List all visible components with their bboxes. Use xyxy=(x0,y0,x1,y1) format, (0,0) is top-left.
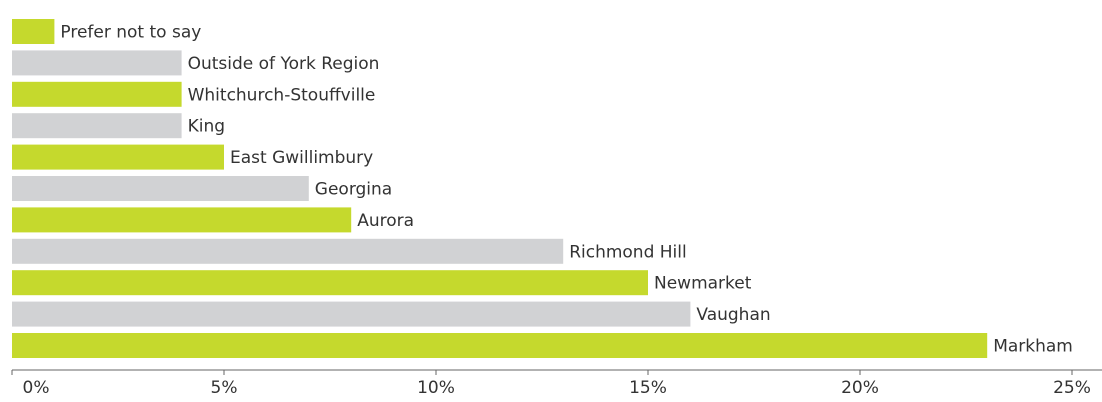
bar xyxy=(12,81,182,107)
bar xyxy=(12,301,691,327)
bar-label: Prefer not to say xyxy=(60,23,201,43)
bar xyxy=(12,270,648,296)
bar xyxy=(12,238,564,264)
bar-label: Georgina xyxy=(315,180,392,200)
bar-label: Richmond Hill xyxy=(569,242,687,262)
bar-label: Aurora xyxy=(357,211,414,231)
bar-label: Markham xyxy=(993,337,1073,357)
x-tick-label: 25% xyxy=(1053,378,1091,398)
bar xyxy=(12,176,309,201)
x-tick-label: 15% xyxy=(629,378,667,398)
bar xyxy=(12,50,182,76)
bar xyxy=(12,144,224,170)
bar-label: Newmarket xyxy=(654,274,752,294)
bar-label: King xyxy=(188,117,225,137)
bar-label: Outside of York Region xyxy=(188,54,380,74)
bar-label: East Gwillimbury xyxy=(230,148,373,168)
bar xyxy=(12,19,55,44)
bar xyxy=(12,113,182,139)
x-tick-label: 10% xyxy=(417,378,455,398)
x-tick-label: 0% xyxy=(23,378,50,398)
bar xyxy=(12,333,988,358)
bar xyxy=(12,207,352,233)
bar-label: Vaughan xyxy=(696,305,770,325)
bar-label: Whitchurch-Stouffville xyxy=(188,85,376,105)
x-tick-label: 20% xyxy=(841,378,879,398)
x-tick-label: 5% xyxy=(211,378,238,398)
